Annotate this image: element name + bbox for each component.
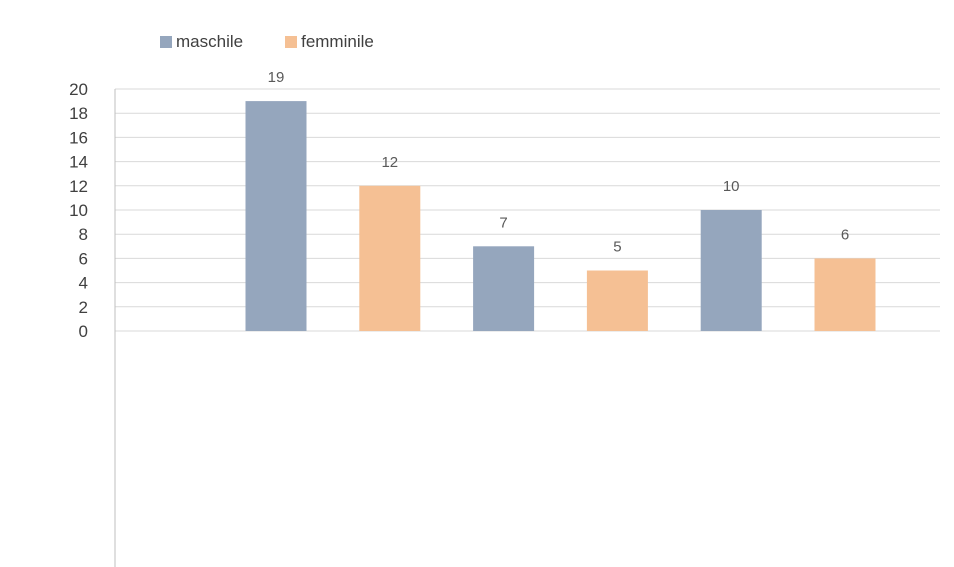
data-label: 10 — [723, 178, 740, 195]
y-tick-label: 0 — [79, 322, 88, 341]
y-tick-label: 6 — [79, 249, 88, 268]
legend-label-femminile: femminile — [301, 32, 374, 51]
legend-label-maschile: maschile — [176, 32, 244, 51]
legend-item-femminile: femminile — [285, 32, 374, 52]
legend-item-maschile: maschile — [160, 32, 243, 52]
y-tick-label: 10 — [69, 201, 88, 220]
legend-swatch-femminile — [285, 36, 298, 48]
bar-maschile — [245, 101, 307, 331]
data-label: 6 — [841, 226, 849, 243]
y-tick-label: 16 — [69, 128, 88, 147]
data-label: 5 — [613, 239, 621, 256]
data-label: 7 — [499, 214, 507, 231]
bar-femminile — [586, 270, 648, 331]
y-tick-label: 8 — [79, 225, 88, 244]
y-tick-label: 20 — [69, 80, 88, 99]
y-tick-label: 4 — [79, 274, 88, 293]
data-label: 19 — [268, 69, 285, 86]
y-tick-label: 2 — [79, 298, 88, 317]
bar-femminile — [359, 185, 421, 331]
y-tick-label: 14 — [69, 153, 88, 172]
bar-maschile — [473, 246, 535, 331]
bar-femminile — [814, 258, 876, 331]
legend-swatch-maschile — [160, 36, 172, 48]
bar-maschile — [700, 210, 762, 331]
legend: maschile femminile — [160, 32, 416, 52]
y-tick-label: 12 — [69, 177, 88, 196]
data-label: 12 — [381, 154, 398, 171]
y-tick-label: 18 — [69, 104, 88, 123]
